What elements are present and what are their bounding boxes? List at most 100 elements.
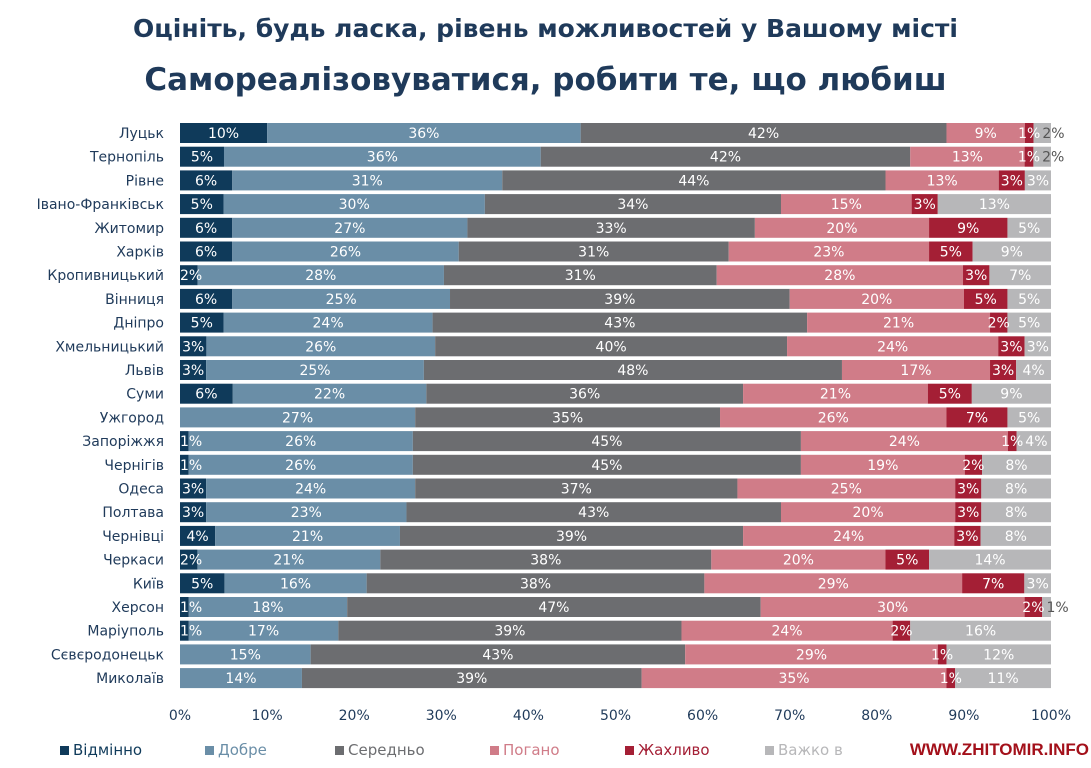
bar-segment — [963, 265, 990, 286]
data-label: 3% — [1027, 173, 1049, 189]
bar-segment — [197, 549, 381, 570]
bar-segment — [1024, 146, 1034, 167]
data-label: 39% — [494, 624, 525, 640]
x-tick-label: 100% — [1031, 708, 1071, 724]
bar-segment — [399, 525, 744, 546]
bar-segment — [728, 241, 930, 262]
bar-segment — [1033, 123, 1051, 143]
data-label: 33% — [596, 221, 627, 237]
data-label: 5% — [1018, 292, 1040, 308]
data-label: 1% — [180, 458, 202, 474]
data-label: 38% — [530, 553, 561, 569]
bar-segment — [929, 217, 1008, 238]
data-label: 31% — [352, 173, 383, 189]
data-label: 8% — [1005, 458, 1027, 474]
chart-subtitle: Самореалізовуватися, робити те, що любиш — [144, 62, 947, 98]
data-label: 2% — [1042, 150, 1064, 166]
data-label: 3% — [992, 363, 1014, 379]
data-label: 31% — [578, 245, 609, 261]
bar-segment — [426, 383, 744, 404]
data-label: 26% — [818, 410, 849, 426]
bar-segment — [1024, 597, 1043, 617]
bar-segment — [911, 194, 938, 215]
bar-segment — [980, 525, 1051, 546]
bar-segment — [180, 360, 207, 380]
data-label: 40% — [596, 339, 627, 355]
data-label: 3% — [182, 363, 204, 379]
bar-segment — [743, 383, 928, 404]
data-label: 2% — [890, 624, 912, 640]
bar-segment — [1024, 573, 1051, 594]
bar-segment — [188, 620, 339, 641]
bar-segment — [232, 288, 451, 309]
data-label: 18% — [252, 600, 283, 616]
data-label: 45% — [591, 434, 622, 450]
data-label: 24% — [295, 482, 326, 498]
bar-segment — [347, 597, 761, 617]
bar-segment — [1042, 597, 1051, 617]
data-label: 5% — [191, 576, 213, 592]
data-label: 24% — [771, 624, 802, 640]
data-label: 35% — [778, 671, 809, 687]
data-label: 11% — [988, 671, 1019, 687]
bar-segment — [180, 431, 189, 452]
bar-segment — [338, 620, 682, 641]
bar-segment — [180, 383, 233, 404]
bar-segment — [180, 620, 189, 641]
category-label: Суми — [126, 387, 164, 403]
data-label: 20% — [783, 553, 814, 569]
category-label: Хмельницький — [55, 339, 164, 355]
bar-segment — [929, 241, 973, 262]
legend-item: Жахливо — [625, 741, 710, 759]
bar-segment — [366, 573, 705, 594]
bar-segment — [981, 478, 1051, 499]
bar-segment — [955, 478, 982, 499]
bar-segment — [223, 312, 433, 333]
bar-segment — [1024, 170, 1051, 191]
x-tick-label: 90% — [948, 708, 979, 724]
bar-segment — [946, 644, 1051, 665]
legend-swatch — [490, 745, 499, 755]
bar-segment — [1007, 288, 1051, 309]
bar-segment — [971, 383, 1051, 404]
data-label: 8% — [1005, 482, 1027, 498]
bar-segment — [937, 644, 947, 665]
bar-segment — [704, 573, 963, 594]
bar-segment — [1007, 407, 1051, 428]
bar-segment — [681, 620, 893, 641]
data-label: 21% — [292, 529, 323, 545]
data-label: 3% — [956, 529, 978, 545]
category-label: Рівне — [126, 173, 164, 189]
data-label: 42% — [710, 150, 741, 166]
data-label: 12% — [983, 647, 1014, 663]
data-label: 3% — [182, 505, 204, 521]
bar-segment — [807, 312, 991, 333]
bar-segment — [180, 525, 216, 546]
data-label: 7% — [982, 576, 1004, 592]
bar-segment — [301, 668, 642, 689]
data-label: 3% — [1000, 339, 1022, 355]
bar-segment — [423, 360, 842, 380]
bar-segment — [180, 288, 233, 309]
data-label: 1% — [1018, 150, 1040, 166]
x-tick-label: 40% — [513, 708, 544, 724]
legend-swatch — [205, 745, 214, 755]
bar-segment — [180, 146, 224, 167]
bar-segment — [415, 407, 721, 428]
bar-segment — [232, 383, 427, 404]
data-label: 27% — [334, 221, 365, 237]
data-label: 37% — [561, 482, 592, 498]
data-label: 15% — [230, 647, 261, 663]
data-label: 24% — [833, 529, 864, 545]
data-label: 5% — [191, 197, 213, 213]
bar-segment — [224, 573, 367, 594]
bar-segment — [885, 549, 930, 570]
data-label: 7% — [1009, 268, 1031, 284]
bar-segment — [188, 431, 413, 452]
data-label: 20% — [853, 505, 884, 521]
bar-segment — [180, 573, 225, 594]
data-label: 5% — [939, 387, 961, 403]
bar-segment — [540, 146, 911, 167]
data-label: 39% — [456, 671, 487, 687]
bar-segment — [955, 668, 1051, 689]
